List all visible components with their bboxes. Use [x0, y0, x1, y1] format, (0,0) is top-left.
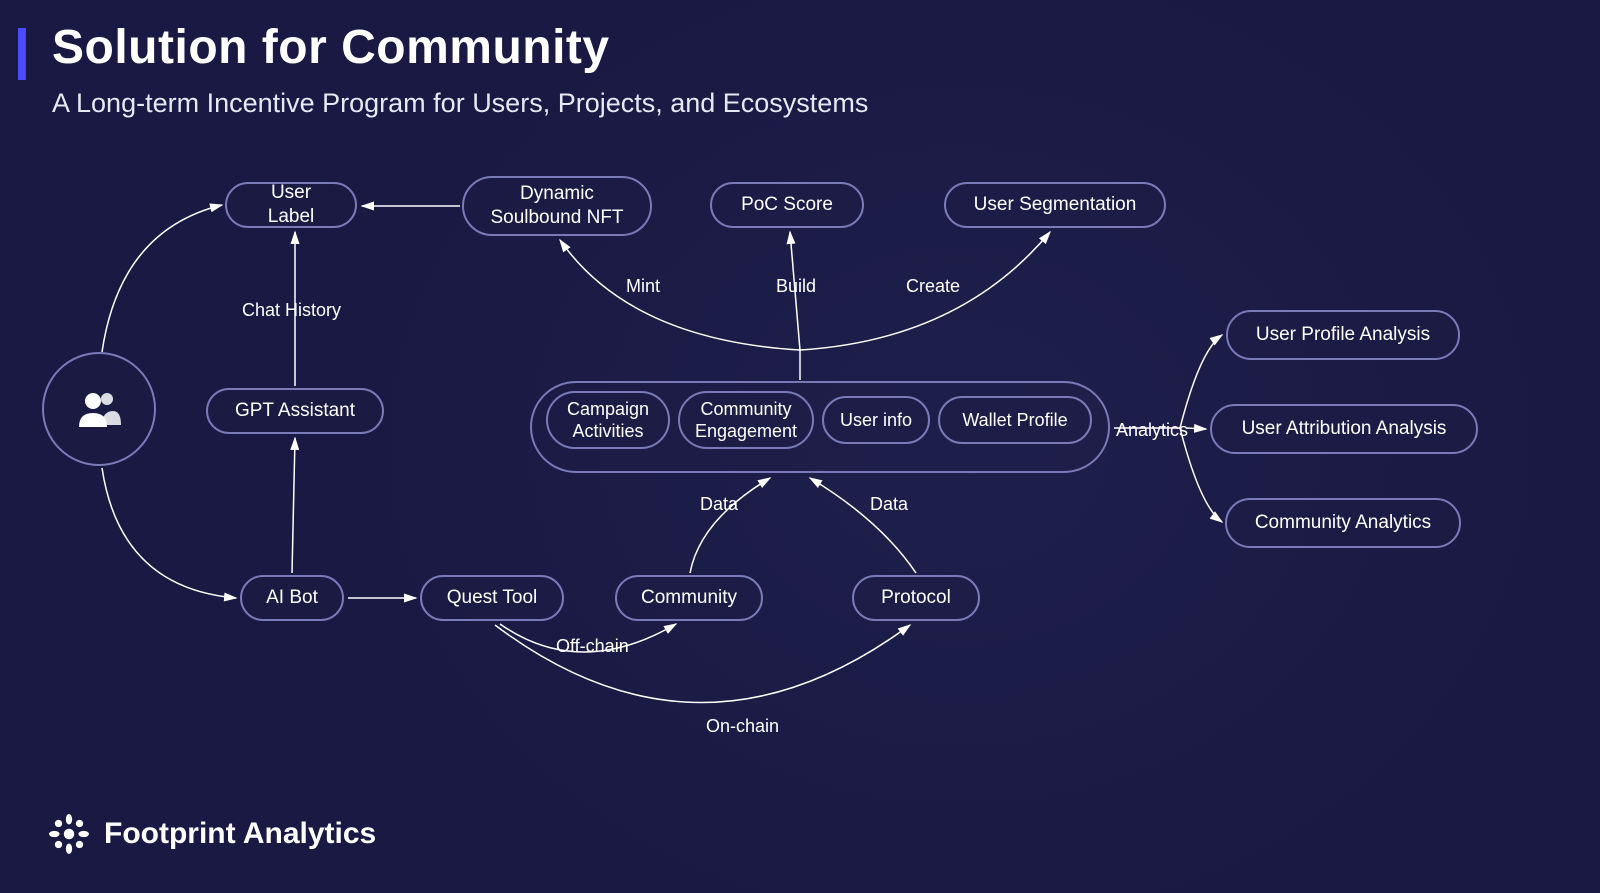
node-poc-score: PoC Score — [710, 182, 864, 228]
node-user-profile-analysis: User Profile Analysis — [1226, 310, 1460, 360]
node-user-info: User info — [822, 396, 930, 444]
node-wallet-profile: Wallet Profile — [938, 396, 1092, 444]
node-community: Community — [615, 575, 763, 621]
node-dynamic-soulbound-nft: Dynamic Soulbound NFT — [462, 176, 652, 236]
node-user-icon — [42, 352, 156, 466]
brand-logo: Footprint Analytics — [48, 813, 376, 855]
node-gpt-assistant: GPT Assistant — [206, 388, 384, 434]
node-ai-bot: AI Bot — [240, 575, 344, 621]
node-user-segmentation: User Segmentation — [944, 182, 1166, 228]
edge-label-data-1: Data — [700, 494, 738, 515]
node-user-label: User Label — [225, 182, 357, 228]
brand-logo-text: Footprint Analytics — [104, 817, 376, 851]
diagram-canvas: User Label Dynamic Soulbound NFT PoC Sco… — [0, 0, 1600, 893]
users-icon — [75, 385, 123, 433]
node-user-attribution-analysis: User Attribution Analysis — [1210, 404, 1478, 454]
node-community-analytics: Community Analytics — [1225, 498, 1461, 548]
node-community-engagement: Community Engagement — [678, 391, 814, 449]
edge-label-create: Create — [906, 276, 960, 297]
edge-label-data-2: Data — [870, 494, 908, 515]
edge-label-build: Build — [776, 276, 816, 297]
edge-label-off-chain: Off-chain — [556, 636, 629, 657]
node-protocol: Protocol — [852, 575, 980, 621]
edge-label-analytics: Analytics — [1116, 420, 1188, 441]
edge-label-mint: Mint — [626, 276, 660, 297]
edge-label-chat-history: Chat History — [242, 300, 341, 321]
footprint-logo-icon — [48, 813, 90, 855]
node-quest-tool: Quest Tool — [420, 575, 564, 621]
node-campaign-activities: Campaign Activities — [546, 391, 670, 449]
edge-label-on-chain: On-chain — [706, 716, 779, 737]
